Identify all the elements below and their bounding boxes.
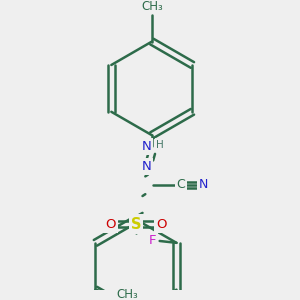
Text: H: H	[156, 140, 164, 149]
Text: C: C	[176, 178, 185, 191]
Text: N: N	[141, 160, 151, 172]
Text: N: N	[141, 140, 151, 153]
Text: O: O	[105, 218, 116, 231]
Text: N: N	[199, 178, 208, 191]
Text: CH₃: CH₃	[141, 0, 163, 13]
Text: O: O	[156, 218, 166, 231]
Text: CH₃: CH₃	[116, 288, 138, 300]
Text: F: F	[148, 235, 156, 248]
Text: S: S	[131, 217, 141, 232]
